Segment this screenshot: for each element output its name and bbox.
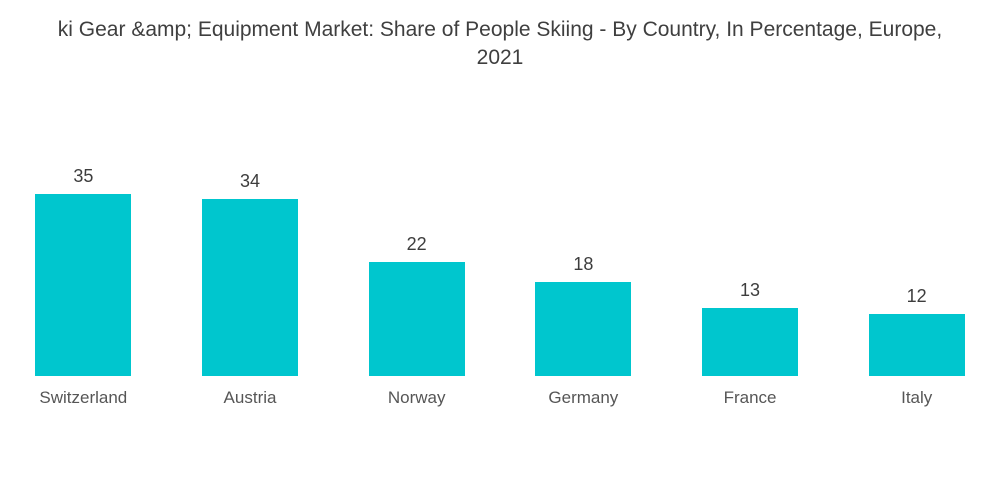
chart-title: ki Gear &amp; Equipment Market: Share of… (0, 0, 1000, 73)
chart-title-line2: 2021 (476, 46, 524, 70)
category-label: Norway (387, 388, 446, 407)
chart-title-line1: ki Gear &amp; Equipment Market: Share of… (57, 18, 943, 41)
bar-group: 22 Norway (333, 234, 500, 410)
category-label: France (723, 388, 777, 407)
bar-group: 35 Switzerland (0, 166, 167, 410)
bar (202, 199, 298, 376)
category-label: Italy (901, 388, 933, 407)
bar (535, 282, 632, 376)
bar-group: 18 Germany (500, 254, 667, 410)
bar (702, 308, 799, 376)
bar (368, 262, 465, 376)
bar (868, 314, 965, 376)
bar-chart: 35 Switzerland 34 Austria 22 Norway 18 Germany 1… (0, 166, 1000, 410)
bar-group: 12 Italy (833, 286, 1000, 410)
bar-group: 13 France (667, 280, 834, 410)
bar-value-label: 18 (573, 254, 594, 274)
category-label: Austria (223, 388, 277, 407)
category-label: Germany (548, 388, 619, 407)
bar (35, 194, 132, 376)
category-label: Switzerland (39, 388, 128, 407)
bar-value-label: 22 (406, 234, 427, 254)
bar-value-label: 34 (239, 171, 261, 191)
bar-value-label: 12 (906, 286, 927, 306)
bar-group: 34 Austria (167, 171, 334, 410)
bar-value-label: 35 (73, 166, 94, 186)
bar-value-label: 13 (740, 280, 761, 300)
